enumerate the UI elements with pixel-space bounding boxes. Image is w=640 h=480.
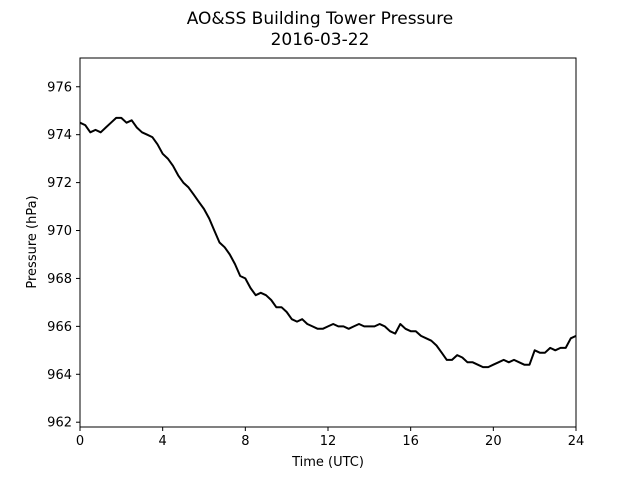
- x-tick-label: 0: [76, 434, 84, 449]
- y-tick-label: 970: [47, 224, 72, 239]
- x-tick-label: 4: [159, 434, 167, 449]
- plot-area: [79, 116, 577, 369]
- x-axis-label: Time (UTC): [291, 455, 364, 470]
- x-tick-label: 16: [402, 434, 419, 449]
- y-tick-label: 968: [47, 272, 72, 287]
- plot-frame: [79, 57, 577, 428]
- x-tick-label: 12: [320, 434, 337, 449]
- chart-subtitle: 2016-03-22: [271, 30, 370, 50]
- y-tick-label: 976: [47, 80, 72, 95]
- x-tick-label: 24: [568, 434, 585, 449]
- x-tick-label: 8: [241, 434, 249, 449]
- y-tick-label: 964: [47, 368, 72, 383]
- y-tick-label: 962: [47, 416, 72, 431]
- y-tick-label: 966: [47, 320, 72, 335]
- y-axis-label: Pressure (hPa): [25, 195, 40, 288]
- axis-ticks: 0 4 8 12 16 20 24 962 964 966 968 970 972 974 976: [47, 80, 584, 449]
- y-tick-label: 972: [47, 176, 72, 191]
- chart-title: AO&SS Building Tower Pressure: [187, 9, 454, 29]
- y-tick-label: 974: [47, 128, 72, 143]
- series-line-0: [79, 116, 577, 369]
- x-tick-label: 20: [485, 434, 502, 449]
